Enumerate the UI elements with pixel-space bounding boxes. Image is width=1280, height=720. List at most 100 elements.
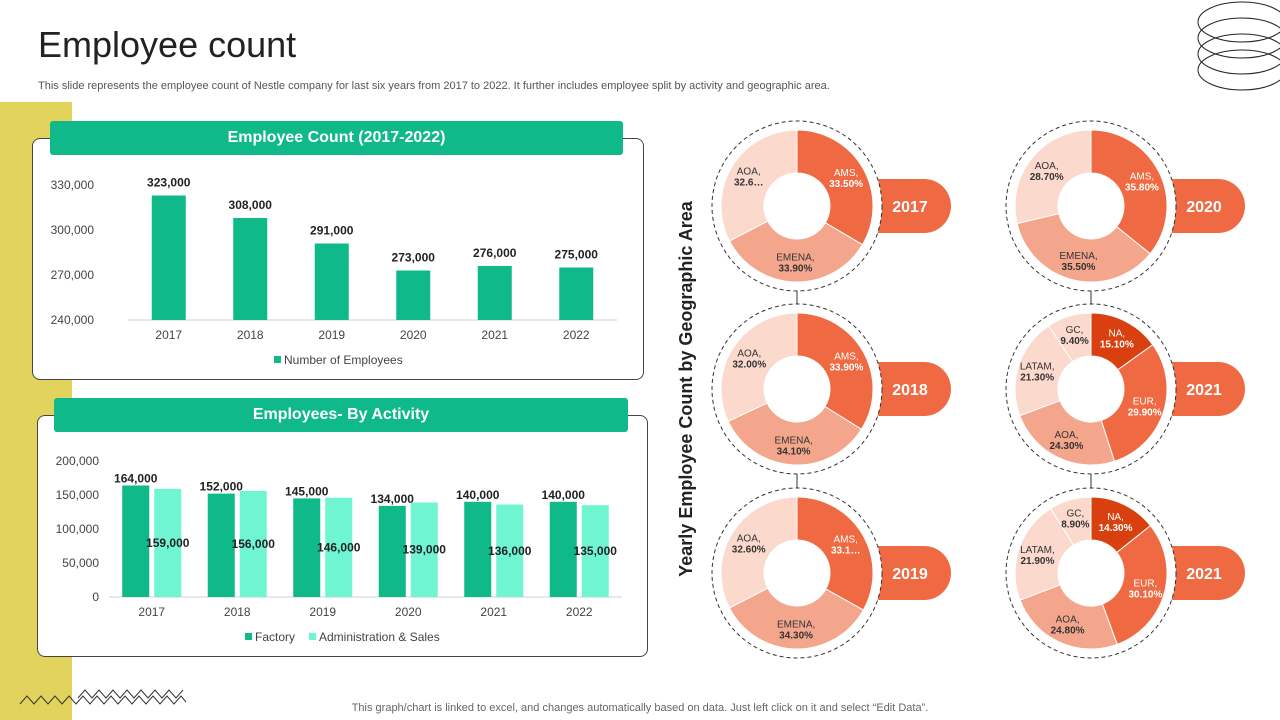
bar-admin-sales-2022	[581, 505, 609, 597]
slice-label: LATAM, 21.30%	[1020, 362, 1055, 384]
data-label: 140,000	[542, 488, 586, 502]
donut-slice-emena	[727, 402, 863, 466]
data-label: 159,000	[146, 536, 190, 550]
slice-label: NA, 14.30%	[1099, 512, 1133, 534]
data-label: 139,000	[403, 543, 447, 557]
slice-label: EMENA, 35.50%	[1059, 251, 1097, 273]
x-tick-label: 2018	[237, 328, 264, 342]
bar-factory-2020	[378, 505, 406, 597]
donut-slice-emena	[728, 587, 865, 650]
x-tick-label: 2019	[309, 605, 336, 619]
bar-2017	[151, 195, 186, 320]
donut-slice-aoa	[1014, 129, 1092, 225]
y-tick-label: 150,000	[56, 488, 100, 502]
employee-count-chart: 240,000 270,000 300,000 330,000 323,000 2017 3…	[51, 176, 617, 367]
data-label: 308,000	[229, 198, 273, 212]
x-tick-label: 2017	[138, 605, 165, 619]
x-tick-label: 2022	[566, 605, 593, 619]
donut-slice-gc	[1047, 312, 1092, 363]
y-tick-label: 200,000	[56, 454, 100, 468]
bar-factory-2018	[207, 493, 235, 597]
donut-slice-aoa	[720, 312, 798, 423]
slice-label: AOA, 24.30%	[1050, 430, 1084, 452]
data-label: 275,000	[555, 248, 599, 262]
slice-label: EUR, 30.10%	[1128, 578, 1162, 600]
bar-factory-2017	[122, 485, 150, 597]
bar-admin-sales-2018	[239, 490, 267, 597]
donut-slice-latam	[1014, 507, 1075, 601]
slice-label: EUR, 29.90%	[1128, 397, 1162, 419]
legend-swatch	[274, 356, 281, 363]
bar-2022	[559, 267, 594, 320]
slice-label: EMENA, 34.10%	[774, 435, 812, 457]
year-label: 2021	[1186, 382, 1222, 399]
data-label: 136,000	[488, 544, 532, 558]
donut-slice-aoa	[1019, 399, 1116, 466]
data-label: 134,000	[371, 492, 415, 506]
donut-slice-aoa	[1019, 584, 1118, 650]
bar-admin-sales-2017	[154, 488, 182, 597]
employee-count-panel	[32, 138, 644, 380]
legend-label: Administration & Sales	[319, 630, 440, 644]
slice-label: GC, 8.90%	[1061, 509, 1089, 531]
bar-2020	[396, 270, 431, 320]
slice-label: AOA, 32.6…	[734, 167, 763, 189]
y-tick-label: 330,000	[51, 178, 95, 192]
year-label: 2020	[1186, 199, 1222, 216]
legend-label: Number of Employees	[284, 353, 403, 367]
data-label: 323,000	[147, 176, 191, 190]
slice-label: EMENA, 34.30%	[777, 619, 815, 641]
data-label: 140,000	[456, 488, 500, 502]
x-tick-label: 2020	[400, 328, 427, 342]
geographic-area-title: Yearly Employee Count by Geographic Area	[676, 201, 696, 577]
data-label: 145,000	[285, 484, 329, 498]
slice-label: NA, 15.10%	[1100, 329, 1134, 351]
slice-label: EMENA, 33.90%	[776, 252, 814, 274]
data-label: 276,000	[473, 246, 517, 260]
legend-swatch-admin-sales	[309, 633, 316, 640]
y-tick-label: 50,000	[62, 556, 99, 570]
y-tick-label: 300,000	[51, 223, 95, 237]
bar-admin-sales-2019	[325, 497, 353, 597]
data-label: 135,000	[574, 544, 618, 558]
slice-label: AOA, 32.60%	[732, 534, 766, 556]
slice-label: AMS, 33.50%	[829, 168, 863, 190]
donut-slice-ams	[796, 312, 874, 431]
x-tick-label: 2020	[395, 605, 422, 619]
decorative-rings	[1197, 1, 1280, 91]
year-label: 2017	[892, 199, 928, 216]
donut-slice-latam	[1014, 325, 1074, 417]
slice-label: LATAM, 21.90%	[1020, 545, 1055, 567]
employees-by-activity-chart: 0 50,000 100,000 150,000 200,000 164,000 159,0…	[56, 454, 622, 644]
donut-slice-aoa	[720, 496, 798, 609]
legend-label: Factory	[255, 630, 295, 644]
bar-2019	[314, 243, 349, 320]
donut-slice-ams	[796, 496, 874, 611]
donut-slice-emena	[1016, 213, 1151, 283]
year-label: 2021	[1186, 566, 1222, 583]
donut-slice-gc	[1049, 496, 1092, 546]
donut-slice-ams	[1090, 129, 1168, 255]
y-tick-label: 0	[92, 590, 99, 604]
employee-count-chart-title: Employee Count (2017-2022)	[50, 121, 623, 155]
x-tick-label: 2018	[224, 605, 251, 619]
x-tick-label: 2021	[480, 605, 507, 619]
footer-note: This graph/chart is linked to excel, and…	[351, 702, 929, 714]
data-label: 273,000	[392, 251, 436, 265]
slice-label: AOA, 24.80%	[1051, 614, 1085, 636]
bar-2018	[233, 218, 268, 320]
donut-slice-emena	[728, 220, 864, 283]
slice-label: AMS, 35.80%	[1125, 172, 1159, 194]
data-label: 291,000	[310, 224, 354, 238]
bar-factory-2021	[464, 501, 492, 597]
data-label: 156,000	[232, 537, 276, 551]
x-tick-label: 2022	[563, 328, 590, 342]
data-label: 164,000	[114, 471, 158, 485]
y-tick-label: 100,000	[56, 522, 100, 536]
donut-slice-ams	[796, 129, 874, 246]
donut-slice-aoa	[720, 129, 798, 242]
donut-slice-eur	[1100, 344, 1168, 462]
year-label: 2019	[892, 566, 928, 583]
bar-2021	[477, 266, 512, 320]
slice-label: AOA, 32.00%	[732, 349, 766, 371]
